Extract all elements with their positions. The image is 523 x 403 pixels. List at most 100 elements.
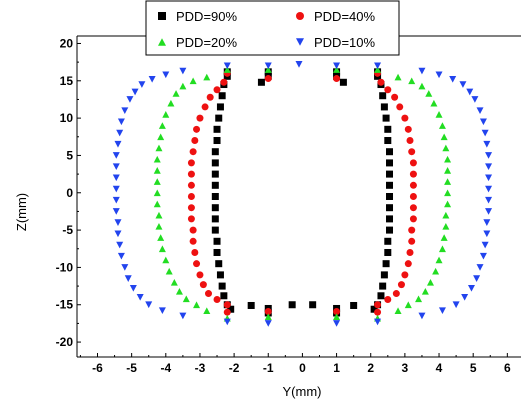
- data-point: [204, 290, 212, 298]
- data-point: [384, 86, 392, 94]
- data-point: [438, 122, 446, 129]
- data-point: [117, 118, 125, 126]
- data-point: [350, 301, 358, 309]
- y-tick-label: 0: [66, 186, 73, 200]
- data-point: [386, 170, 394, 178]
- data-point: [440, 133, 448, 141]
- data-point: [153, 178, 161, 185]
- data-point: [172, 90, 180, 97]
- data-point: [380, 103, 388, 111]
- data-point: [408, 226, 416, 234]
- data-point: [430, 99, 438, 107]
- data-point: [211, 170, 219, 178]
- data-point: [203, 73, 211, 81]
- data-point: [370, 305, 378, 313]
- data-point: [213, 86, 221, 94]
- data-point: [394, 307, 402, 315]
- series-1: [211, 68, 394, 317]
- data-point: [408, 237, 416, 245]
- data-point: [116, 241, 124, 249]
- data-point: [409, 204, 417, 212]
- data-point: [386, 181, 394, 189]
- data-point: [158, 122, 166, 129]
- data-point: [189, 226, 197, 234]
- data-point: [379, 282, 387, 290]
- data-point: [126, 96, 134, 103]
- data-point: [382, 260, 390, 268]
- data-point: [227, 305, 235, 313]
- data-point: [374, 62, 382, 70]
- data-point: [223, 308, 231, 316]
- data-point: [218, 92, 226, 100]
- data-point: [203, 307, 211, 315]
- data-point: [211, 215, 219, 223]
- data-point: [391, 93, 399, 101]
- data-point: [191, 248, 199, 256]
- x-tick-label: 0: [299, 361, 306, 375]
- data-point: [264, 62, 272, 70]
- data-point: [339, 78, 347, 86]
- data-point: [223, 301, 231, 309]
- data-point: [157, 133, 165, 141]
- x-tick-label: 1: [333, 361, 340, 375]
- data-point: [220, 78, 228, 86]
- data-point: [471, 96, 479, 103]
- x-axis-title: Y(mm): [283, 384, 322, 399]
- data-point: [404, 125, 412, 133]
- data-point: [333, 320, 341, 327]
- data-point: [213, 137, 221, 145]
- data-point: [483, 140, 491, 148]
- data-point: [442, 211, 450, 219]
- data-point: [199, 281, 207, 289]
- data-point: [179, 82, 187, 90]
- data-point: [404, 260, 412, 268]
- data-point: [170, 279, 178, 286]
- data-point: [131, 88, 139, 96]
- data-point: [377, 78, 385, 86]
- data-point: [211, 193, 219, 200]
- data-point: [384, 248, 392, 256]
- data-point: [397, 281, 405, 289]
- data-point: [153, 155, 161, 163]
- data-point: [189, 237, 197, 245]
- data-point: [406, 137, 414, 145]
- data-point: [129, 284, 137, 292]
- data-point: [213, 237, 221, 245]
- data-point: [211, 148, 219, 156]
- data-point: [211, 226, 219, 234]
- x-tick-label: 6: [504, 361, 511, 375]
- data-point: [479, 252, 487, 260]
- data-points: [112, 61, 493, 327]
- data-point: [374, 318, 382, 326]
- data-point: [380, 271, 388, 279]
- x-axis-ticks: -6 -5 -4 -3 -2 -1 0 1 2 3 4 5 6: [79, 353, 511, 375]
- data-point: [444, 155, 452, 163]
- data-point: [112, 208, 120, 215]
- data-point: [155, 223, 163, 230]
- data-point: [213, 125, 221, 133]
- data-point: [112, 174, 120, 182]
- data-point: [187, 170, 195, 178]
- y-tick-label: -10: [56, 260, 74, 274]
- data-point: [485, 208, 493, 215]
- data-point: [112, 152, 120, 159]
- data-point: [196, 271, 204, 279]
- y-axis-title: Z(mm): [14, 193, 29, 231]
- series-4: [112, 61, 493, 327]
- data-point: [374, 66, 382, 73]
- data-point: [401, 271, 409, 279]
- x-tick-label: -6: [92, 361, 103, 375]
- data-point: [379, 92, 387, 100]
- data-point: [193, 260, 201, 268]
- data-point: [409, 181, 417, 189]
- data-point: [187, 215, 195, 223]
- legend-label: PDD=90%: [176, 9, 237, 24]
- data-point: [333, 75, 341, 83]
- data-point: [435, 71, 443, 79]
- data-point: [114, 219, 122, 226]
- data-point: [223, 66, 231, 73]
- data-point: [116, 129, 124, 137]
- data-point: [483, 219, 491, 226]
